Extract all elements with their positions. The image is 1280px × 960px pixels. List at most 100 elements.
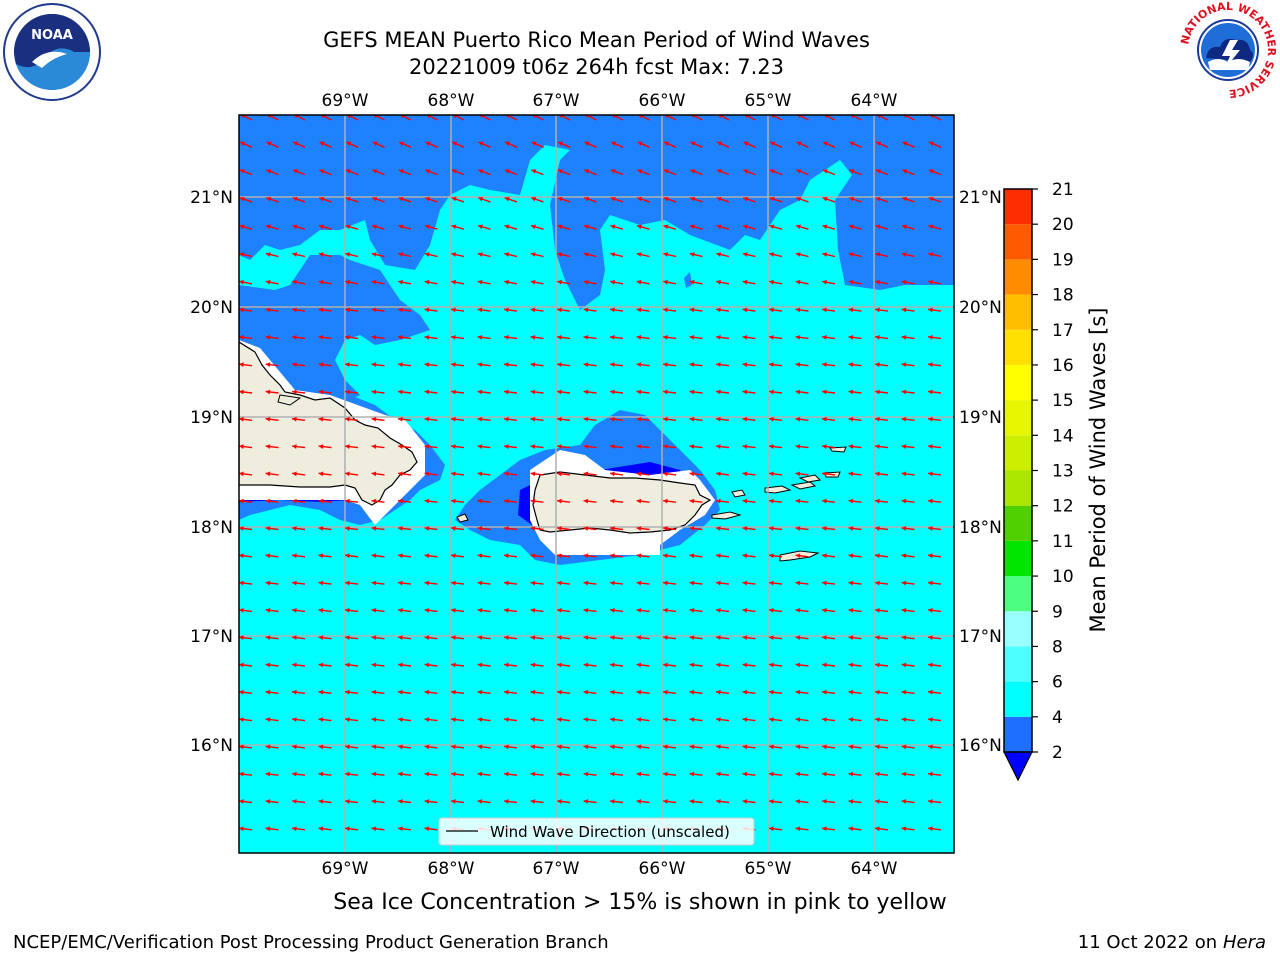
wave-direction-arrow [716, 580, 730, 586]
wave-direction-arrow [796, 169, 809, 176]
wave-direction-arrow [690, 169, 703, 176]
wave-direction-arrow [319, 141, 332, 148]
wave-direction-arrow [239, 526, 253, 531]
wave-direction-arrow [530, 689, 544, 695]
wave-direction-arrow [504, 553, 518, 559]
colorbar-tick-label: 16 [1052, 356, 1074, 376]
wave-direction-arrow [477, 444, 491, 449]
wave-direction-arrow [901, 362, 915, 368]
wave-direction-arrow [610, 744, 624, 750]
wave-direction-arrow [530, 416, 544, 422]
wave-direction-arrow [875, 416, 889, 422]
lon-label-top: 69°W [322, 91, 369, 111]
wave-direction-arrow [265, 826, 279, 832]
wave-direction-arrow [636, 553, 650, 559]
wave-direction-arrow [901, 771, 915, 777]
wave-direction-arrow [583, 498, 597, 504]
wave-direction-arrow [848, 334, 862, 340]
wave-direction-arrow [398, 141, 412, 148]
wave-direction-arrow [398, 580, 412, 586]
lat-label-left: 20°N [190, 298, 233, 318]
wave-direction-arrow [610, 416, 624, 422]
wave-direction-arrow [928, 141, 942, 148]
wave-direction-arrow [742, 553, 756, 559]
wave-direction-arrow [742, 580, 756, 586]
wave-direction-arrow [822, 307, 836, 313]
map-frame [238, 114, 955, 854]
wave-direction-arrow [875, 662, 889, 668]
wave-direction-arrow [318, 498, 332, 504]
wave-direction-arrow [239, 607, 253, 613]
wave-direction-arrow [636, 662, 650, 668]
wave-direction-arrow [822, 224, 836, 230]
wave-direction-arrow [398, 553, 412, 559]
wave-direction-arrow [265, 662, 279, 668]
wave-direction-arrow [451, 444, 465, 449]
wave-direction-arrow [398, 307, 412, 313]
wave-direction-arrow [875, 307, 889, 313]
wave-direction-arrow [689, 526, 703, 531]
wave-direction-arrow [769, 196, 783, 203]
wave-direction-arrow [769, 362, 783, 368]
wave-direction-arrow [848, 580, 862, 586]
wave-direction-arrow [822, 279, 836, 285]
wave-direction-arrow [636, 279, 650, 285]
wave-direction-arrow [451, 744, 465, 750]
wave-direction-arrow [292, 553, 306, 559]
colorbar-tick-label: 20 [1052, 215, 1074, 235]
wave-direction-arrow [557, 307, 571, 313]
wave-direction-arrow [292, 389, 306, 395]
wave-direction-arrow [716, 526, 730, 531]
wave-direction-arrow [371, 689, 385, 695]
colorbar-segment [1004, 505, 1032, 541]
wave-direction-arrow [504, 334, 518, 340]
wave-direction-arrow [822, 169, 836, 176]
wave-direction-arrow [265, 580, 279, 586]
wave-direction-arrow [239, 279, 253, 285]
wave-direction-arrow [663, 307, 677, 313]
wave-direction-arrow [345, 580, 359, 586]
wave-direction-arrow [504, 799, 518, 804]
wave-direction-arrow [424, 635, 438, 641]
lat-label-right: 17°N [959, 627, 1002, 647]
wave-direction-arrow [478, 169, 491, 176]
wave-direction-arrow [239, 744, 253, 750]
wave-direction-arrow [822, 635, 836, 641]
wave-direction-arrow [795, 580, 809, 586]
wave-direction-arrow [477, 471, 491, 477]
wave-direction-arrow [424, 224, 438, 230]
colorbar-tick-label: 17 [1052, 321, 1074, 341]
wave-direction-arrow [530, 362, 544, 368]
wave-direction-arrow [795, 334, 809, 340]
wave-direction-arrow [928, 224, 942, 230]
wave-direction-arrow [769, 799, 783, 804]
wave-direction-arrow [318, 224, 332, 230]
wave-direction-arrow [451, 498, 465, 504]
wave-direction-arrow [239, 771, 253, 777]
wave-direction-arrow [928, 771, 942, 777]
noaa-logo: NOAA [3, 3, 101, 101]
wave-direction-arrow [477, 771, 491, 777]
wave-direction-arrow [875, 444, 889, 449]
wave-direction-arrow [345, 416, 359, 422]
wave-direction-arrow [610, 662, 624, 668]
wave-direction-arrow [530, 334, 544, 340]
wave-direction-arrow [318, 307, 332, 313]
wave-direction-arrow [345, 826, 359, 832]
wave-direction-arrow [848, 224, 862, 230]
sea-ice-note: Sea Ice Concentration > 15% is shown in … [333, 890, 947, 915]
wave-direction-arrow [504, 771, 518, 777]
wave-direction-arrow [530, 444, 544, 449]
wave-direction-arrow [318, 526, 332, 531]
wave-direction-arrow [398, 526, 412, 531]
wave-direction-arrow [875, 389, 889, 395]
wave-direction-arrow [318, 362, 332, 368]
wave-direction-arrow [875, 607, 889, 613]
wave-direction-arrow [663, 498, 677, 504]
wave-direction-arrow [663, 169, 677, 176]
wave-direction-arrow [901, 689, 915, 695]
wave-direction-arrow [742, 662, 756, 668]
colorbar: 2 4 6 8 9 10 11 12 13 14 15 16 17 18 19 20 21 [1003, 180, 1074, 782]
wave-direction-arrow [477, 799, 491, 804]
